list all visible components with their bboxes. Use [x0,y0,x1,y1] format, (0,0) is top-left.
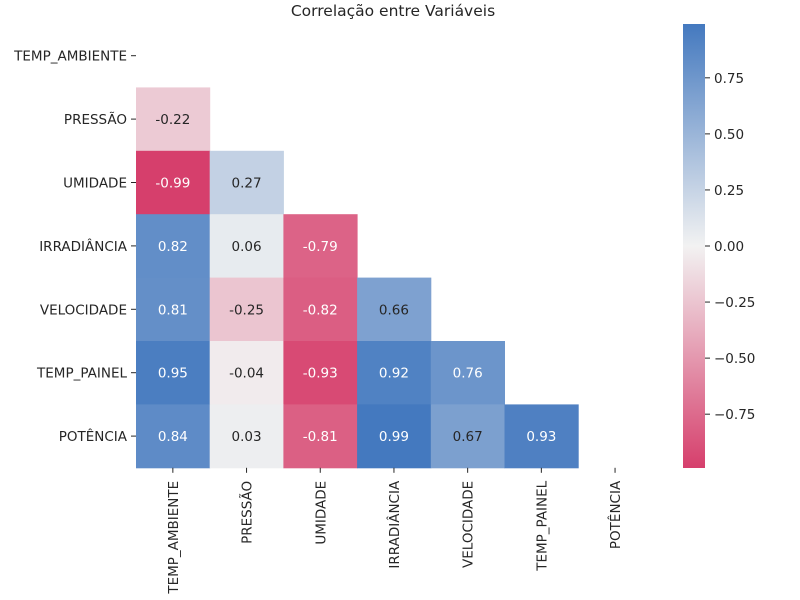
x-tick-label: TEMP_AMBIENTE [166,481,182,595]
heatmap-cell [136,87,211,152]
x-tick-label: IRRADIÂNCIA [385,480,403,569]
colorbar-tick-label: −0.25 [714,295,755,311]
colorbar-ticks: 0.75 0.50 0.25 0.00 −0.25 −0.50 −0.75 [705,71,755,423]
x-axis-labels: TEMP_AMBIENTE PRESSÃO UMIDADE IRRADIÂNCIA VE… [166,467,624,595]
y-tick-label: IRRADIÂNCIA [39,237,128,255]
cell-annotation: -0.04 [229,366,264,382]
heatmap-cell [136,150,211,215]
heatmap-cell [136,277,211,342]
heatmap-cells [136,87,579,469]
heatmap-cell [504,404,579,469]
cell-annotation: 0.81 [158,302,188,318]
x-tick-label: PRESSÃO [239,481,256,544]
heatmap-cell [209,404,284,469]
colorbar-tick-label: 0.00 [714,239,744,255]
heatmap-cell [357,404,432,469]
y-tick-label: VELOCIDADE [40,302,127,318]
cell-annotation: -0.25 [229,302,264,318]
cell-annotation: 0.93 [526,429,556,445]
heatmap-cell [209,150,284,215]
heatmap-cell [357,277,432,342]
heatmap-cell [430,404,505,469]
y-tick-label: TEMP_PAINEL [36,366,127,382]
colorbar [683,24,705,468]
cell-annotations: -0.22 -0.99 0.27 0.82 0.06 -0.79 0.81 -0.25 -0.8… [155,112,556,445]
heatmap-cell [283,277,358,342]
cell-annotation: 0.76 [453,366,483,382]
x-tick-label: UMIDADE [313,481,329,545]
y-tick-label: TEMP_AMBIENTE [13,49,127,65]
cell-annotation: 0.66 [379,302,409,318]
y-axis-labels: TEMP_AMBIENTE PRESSÃO UMIDADE IRRADIÂNCIA VE… [13,49,136,445]
cell-annotation: 0.82 [158,239,188,255]
colorbar-tick-label: 0.50 [714,127,744,143]
heatmap-cell [357,341,432,405]
cell-annotation: 0.95 [158,366,188,382]
x-tick-label: TEMP_PAINEL [534,480,550,571]
colorbar-tick-label: −0.50 [714,351,755,367]
heatmap-cell [430,341,505,405]
y-tick-label: UMIDADE [63,176,127,192]
cell-annotation: -0.82 [303,302,338,318]
heatmap-cell [136,214,211,279]
heatmap-cell [209,277,284,342]
heatmap-cell [136,404,211,469]
cell-annotation: 0.27 [232,176,262,192]
colorbar-tick-label: 0.75 [714,71,744,87]
cell-annotation: -0.79 [303,239,338,255]
cell-annotation: 0.99 [379,429,409,445]
cell-annotation: 0.67 [453,429,483,445]
cell-annotation: 0.84 [158,429,188,445]
cell-annotation: -0.99 [155,176,190,192]
heatmap-cell [209,214,284,279]
cell-annotation: 0.92 [379,366,409,382]
cell-annotation: 0.06 [232,239,262,255]
heatmap-cell [283,341,358,405]
colorbar-tick-label: 0.25 [714,183,744,199]
x-tick-label: POTÊNCIA [606,480,624,549]
y-tick-label: PRESSÃO [64,111,127,128]
cell-annotation: 0.03 [232,429,262,445]
y-tick-label: POTÊNCIA [59,427,128,445]
cell-annotation: -0.22 [155,112,190,128]
x-tick-label: VELOCIDADE [461,481,477,568]
colorbar-tick-label: −0.75 [714,407,755,423]
chart-title: Correlação entre Variáveis [291,2,495,20]
heatmap-cell [136,341,211,405]
heatmap-cell [283,404,358,469]
heatmap-cell [283,214,358,279]
cell-annotation: -0.93 [303,366,338,382]
cell-annotation: -0.81 [303,429,338,445]
heatmap-cell [209,341,284,405]
